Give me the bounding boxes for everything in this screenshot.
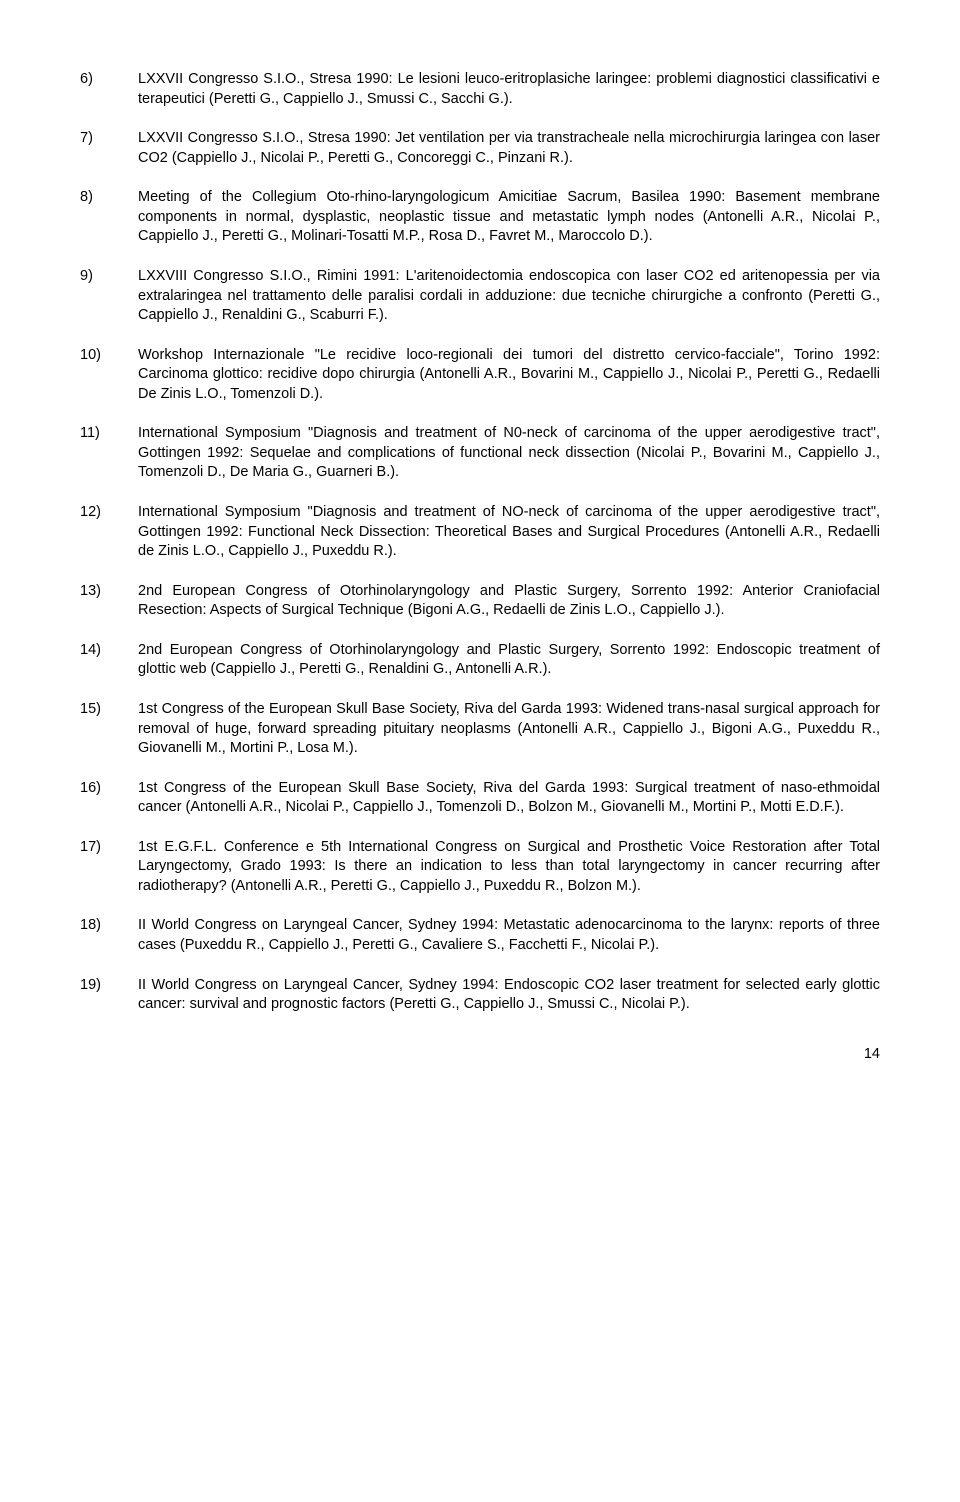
entry-number: 18) bbox=[80, 916, 138, 955]
entry-text: LXXVII Congresso S.I.O., Stresa 1990: Je… bbox=[138, 129, 880, 168]
entry-text: 1st Congress of the European Skull Base … bbox=[138, 779, 880, 818]
entry-text: Workshop Internazionale "Le recidive loc… bbox=[138, 346, 880, 405]
reference-entry: 15)1st Congress of the European Skull Ba… bbox=[80, 700, 880, 759]
reference-entry: 16)1st Congress of the European Skull Ba… bbox=[80, 779, 880, 818]
entry-number: 15) bbox=[80, 700, 138, 759]
entry-number: 11) bbox=[80, 424, 138, 483]
reference-entry: 14)2nd European Congress of Otorhinolary… bbox=[80, 641, 880, 680]
reference-entry: 13)2nd European Congress of Otorhinolary… bbox=[80, 582, 880, 621]
entry-number: 8) bbox=[80, 188, 138, 247]
entry-text: 1st E.G.F.L. Conference e 5th Internatio… bbox=[138, 838, 880, 897]
entry-number: 13) bbox=[80, 582, 138, 621]
reference-entry: 19)II World Congress on Laryngeal Cancer… bbox=[80, 976, 880, 1015]
page-number: 14 bbox=[80, 1045, 880, 1065]
entry-number: 6) bbox=[80, 70, 138, 109]
reference-entry: 6)LXXVII Congresso S.I.O., Stresa 1990: … bbox=[80, 70, 880, 109]
reference-entry: 12)International Symposium "Diagnosis an… bbox=[80, 503, 880, 562]
reference-entry: 7)LXXVII Congresso S.I.O., Stresa 1990: … bbox=[80, 129, 880, 168]
reference-entry: 9)LXXVIII Congresso S.I.O., Rimini 1991:… bbox=[80, 267, 880, 326]
entry-text: International Symposium "Diagnosis and t… bbox=[138, 424, 880, 483]
entry-number: 16) bbox=[80, 779, 138, 818]
entry-text: 1st Congress of the European Skull Base … bbox=[138, 700, 880, 759]
entry-text: II World Congress on Laryngeal Cancer, S… bbox=[138, 976, 880, 1015]
entry-number: 12) bbox=[80, 503, 138, 562]
entry-number: 19) bbox=[80, 976, 138, 1015]
entry-text: LXXVII Congresso S.I.O., Stresa 1990: Le… bbox=[138, 70, 880, 109]
entry-number: 9) bbox=[80, 267, 138, 326]
entry-number: 7) bbox=[80, 129, 138, 168]
entry-text: 2nd European Congress of Otorhinolaryngo… bbox=[138, 641, 880, 680]
reference-entry: 11)International Symposium "Diagnosis an… bbox=[80, 424, 880, 483]
entry-text: Meeting of the Collegium Oto-rhino-laryn… bbox=[138, 188, 880, 247]
entry-text: International Symposium "Diagnosis and t… bbox=[138, 503, 880, 562]
reference-entry: 8)Meeting of the Collegium Oto-rhino-lar… bbox=[80, 188, 880, 247]
reference-entry: 17)1st E.G.F.L. Conference e 5th Interna… bbox=[80, 838, 880, 897]
entry-number: 10) bbox=[80, 346, 138, 405]
entry-text: II World Congress on Laryngeal Cancer, S… bbox=[138, 916, 880, 955]
reference-entry: 10)Workshop Internazionale "Le recidive … bbox=[80, 346, 880, 405]
entry-text: LXXVIII Congresso S.I.O., Rimini 1991: L… bbox=[138, 267, 880, 326]
entry-number: 17) bbox=[80, 838, 138, 897]
reference-entry: 18)II World Congress on Laryngeal Cancer… bbox=[80, 916, 880, 955]
entry-number: 14) bbox=[80, 641, 138, 680]
entry-text: 2nd European Congress of Otorhinolaryngo… bbox=[138, 582, 880, 621]
